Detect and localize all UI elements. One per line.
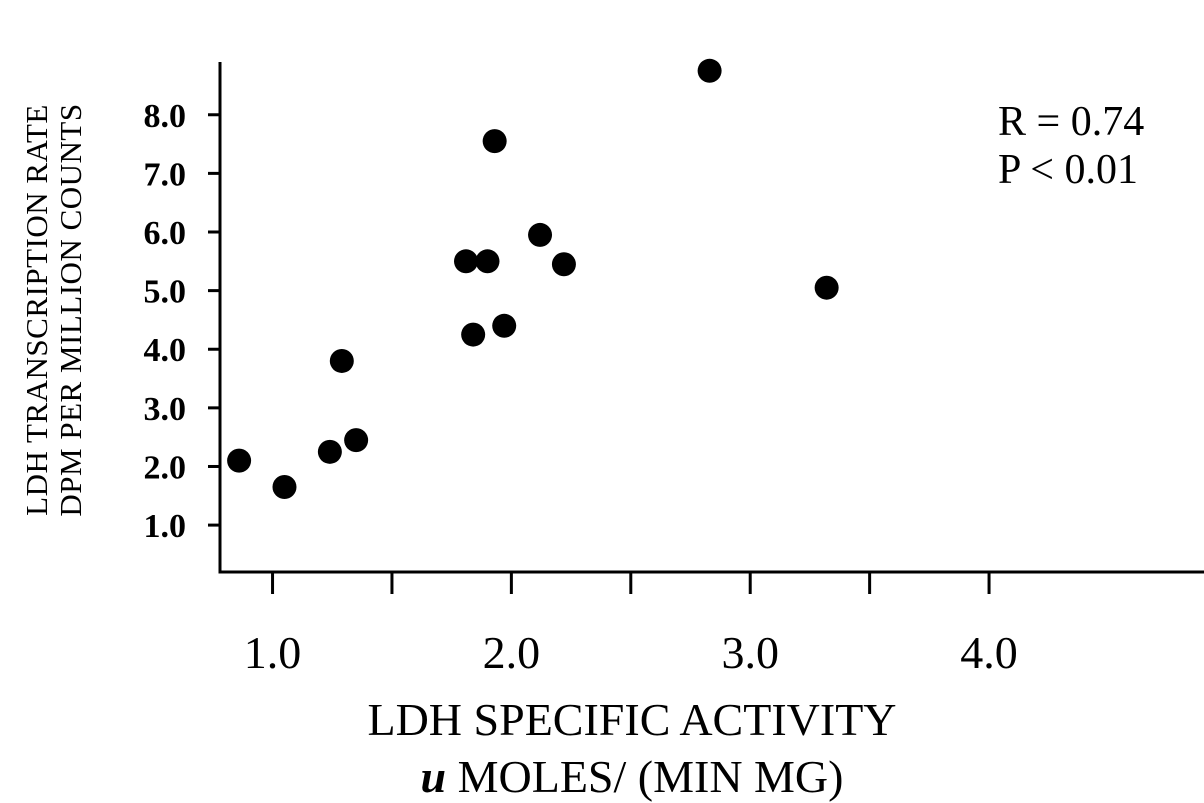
y-tick-label: 6.0 [144,215,187,252]
x-ticks: 1.0 2.0 3.0 4.0 [244,572,1018,678]
y-tick-label: 4.0 [144,332,187,369]
y-tick-label: 2.0 [144,449,187,486]
data-point [317,439,342,464]
y-axis-label-line-1: LDH TRANSCRIPTION RATE [19,104,54,516]
y-ticks: 1.0 2.0 3.0 4.0 5.0 6.0 7.0 8.0 [144,98,220,545]
data-point [344,428,369,453]
correlation-annotation: R = 0.74 [998,99,1144,145]
y-axis-label-line-2: DPM PER MILLION COUNTS [53,103,88,516]
data-point [482,129,507,154]
y-tick-label: 7.0 [144,156,187,193]
x-axis-unit-rest: MOLES/ (MIN MG) [446,751,843,802]
y-tick-label: 1.0 [144,508,187,545]
x-tick-label: 3.0 [721,627,779,678]
data-points [227,58,839,499]
p-value-annotation: P < 0.01 [998,147,1138,193]
data-point [814,275,839,300]
data-point [329,348,354,373]
data-point [492,313,517,338]
data-point [461,322,486,347]
y-tick-label: 8.0 [144,98,187,135]
data-point [227,448,252,473]
x-axis-label-line-1: LDH SPECIFIC ACTIVITY [367,694,896,745]
axes [218,62,1204,574]
data-point [454,249,478,274]
x-axis-label-line-2: u MOLES/ (MIN MG) [421,751,844,802]
data-point [551,252,576,277]
y-tick-label: 3.0 [144,391,187,428]
y-tick-label: 5.0 [144,274,187,311]
data-point [475,249,500,274]
x-tick-label: 4.0 [960,627,1018,678]
x-axis-unit-prefix: u [421,751,447,802]
x-tick-label: 2.0 [483,627,541,678]
data-point [272,475,297,499]
data-point [697,58,722,83]
data-point [528,222,553,247]
x-tick-label: 1.0 [244,627,302,678]
y-axis-label: LDH TRANSCRIPTION RATE DPM PER MILLION C… [19,103,88,516]
